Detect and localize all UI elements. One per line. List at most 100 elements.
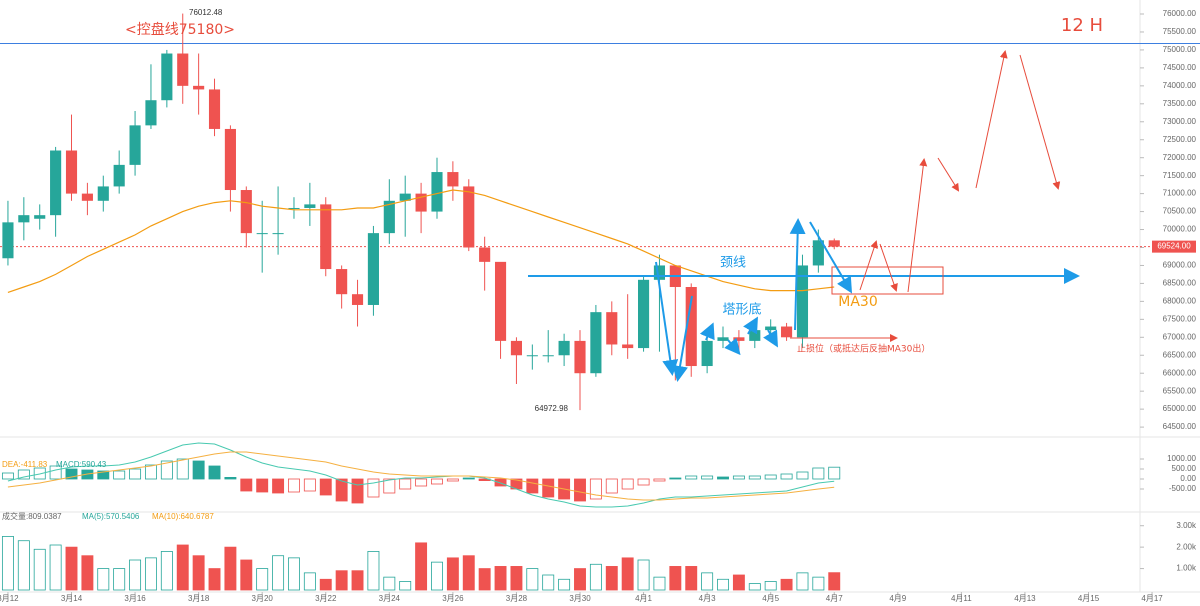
volume-bar	[272, 555, 285, 591]
volume-bar	[669, 566, 682, 591]
volume-bar	[383, 576, 396, 591]
volume-bar	[129, 559, 142, 591]
y-tick-label: 71500.00	[1163, 171, 1197, 180]
macd-bar	[33, 467, 46, 480]
candle-body	[367, 233, 379, 305]
candle-body	[113, 164, 125, 187]
x-tick-label: 4月15	[1078, 594, 1100, 603]
candle-body	[717, 337, 729, 341]
candle-body	[812, 240, 824, 266]
macd-bar	[303, 478, 316, 492]
volume-bar	[335, 570, 348, 591]
y-tick-label: 75000.00	[1163, 45, 1197, 54]
volume-bar	[81, 555, 94, 591]
candle-body	[81, 193, 93, 201]
candle-body	[463, 186, 475, 248]
candle-body	[828, 240, 840, 247]
volume-bar	[192, 555, 205, 591]
volume-legend: 成交量:809.0387	[2, 511, 62, 521]
macd-bar	[192, 460, 205, 480]
candle-body	[65, 150, 78, 194]
y-tick-label: 65000.00	[1163, 404, 1197, 413]
volume-bar	[33, 548, 46, 591]
volume-bar	[732, 574, 745, 591]
volume-bar	[240, 559, 253, 591]
macd-bar	[764, 474, 777, 480]
candle-body	[50, 150, 62, 216]
macd-bar	[542, 478, 555, 498]
volume-bar	[653, 576, 666, 591]
volume-bar	[399, 581, 412, 591]
y-tick-label: 65500.00	[1163, 386, 1197, 395]
candle-body	[749, 330, 761, 341]
volume-bar	[17, 540, 30, 591]
macd-legend: DEA:-411.83	[2, 460, 48, 469]
volume-bar	[764, 581, 777, 591]
macd-bar	[605, 478, 618, 494]
candle-body	[272, 233, 284, 235]
volume-bar	[446, 557, 459, 591]
candle-body	[494, 261, 507, 341]
control-line-label: <控盘线75180>	[125, 21, 235, 38]
y-tick-label: -500.00	[1169, 484, 1197, 493]
ma30-line	[7, 189, 835, 293]
candle-body	[193, 85, 205, 90]
blue-arrows	[655, 218, 853, 382]
macd-bar	[144, 464, 157, 480]
x-tick-label: 4月11	[951, 594, 972, 603]
volume-bar	[224, 546, 237, 591]
volume-legend: MA(5):570.5406	[82, 512, 140, 521]
macd-bar	[415, 478, 428, 487]
dif-line	[7, 442, 835, 508]
volume-bar	[65, 546, 78, 591]
candle-body	[622, 344, 634, 349]
candle-body	[733, 337, 745, 341]
y-tick-label: 0.00	[1180, 474, 1196, 483]
macd-bar	[160, 460, 173, 480]
macd-bar	[367, 478, 380, 498]
y-tick-label: 500.00	[1172, 464, 1197, 473]
volume-bar	[176, 544, 189, 591]
macd-bar	[462, 477, 475, 480]
macd-bar	[383, 478, 396, 494]
y-tick-label: 1.00k	[1176, 564, 1197, 573]
x-tick-label: 3月26	[442, 594, 464, 603]
y-tick-label: 74000.00	[1163, 81, 1197, 90]
high-label: 76012.48	[189, 8, 223, 17]
candle-body	[288, 207, 300, 209]
macd-bar	[319, 478, 332, 496]
x-tick-label: 4月13	[1014, 594, 1036, 603]
volume-bar	[49, 544, 62, 591]
macd-bar	[732, 475, 745, 480]
y-tick-label: 73000.00	[1163, 117, 1197, 126]
neckline-label: 颈线	[720, 256, 746, 271]
last-price-box	[1152, 240, 1196, 253]
macd-bar	[669, 477, 682, 480]
macd-bar	[224, 476, 237, 480]
volume-bar	[351, 570, 364, 591]
macd-legend: MACD:590.43	[56, 460, 107, 469]
candle-body	[97, 186, 109, 201]
candle-body	[240, 190, 252, 234]
volume-bar	[288, 557, 300, 591]
macd-bar	[208, 465, 221, 480]
candle-body	[18, 215, 30, 223]
macd-bar	[574, 478, 586, 502]
macd-bar	[129, 468, 142, 480]
volume-bar	[208, 568, 221, 591]
x-tick-label: 3月16	[124, 594, 146, 603]
volume-bar	[717, 578, 729, 591]
x-tick-label: 4月1	[635, 594, 652, 603]
candle-body	[447, 172, 459, 187]
macd-bar	[272, 478, 285, 494]
pattern-label: 塔形底	[722, 302, 761, 318]
macd-bar	[288, 478, 300, 493]
candle-body	[479, 247, 491, 262]
y-tick-label: 68500.00	[1163, 279, 1197, 288]
x-tick-label: 4月7	[826, 594, 843, 603]
macd-bar	[526, 478, 539, 494]
volume-bar	[113, 568, 126, 591]
stop-loss-label: 止损位（或抵达后反抽MA30出）	[797, 343, 930, 355]
x-tick-label: 3月18	[188, 594, 210, 603]
volume-bar	[319, 578, 332, 591]
